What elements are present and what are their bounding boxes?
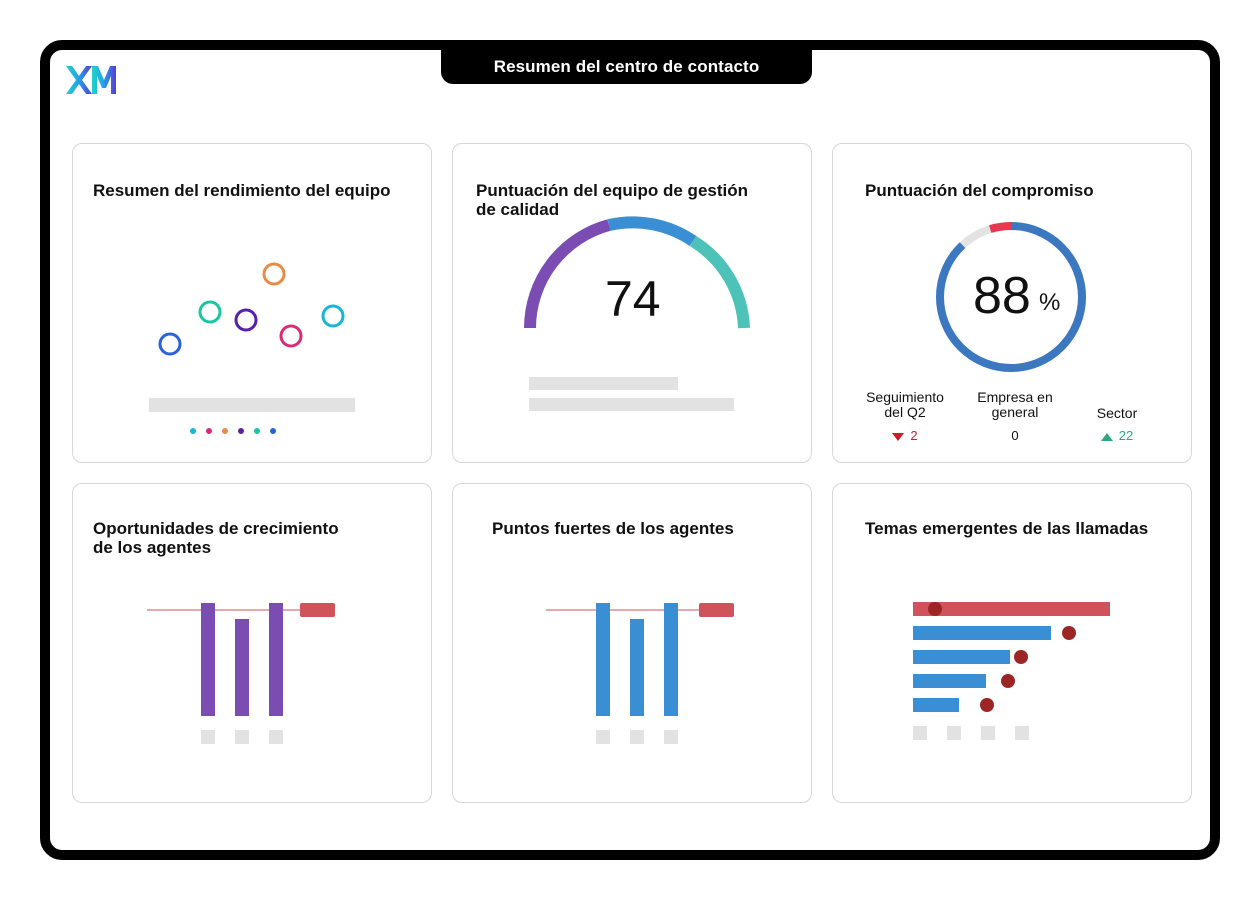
topic-bar — [913, 674, 986, 688]
card-title: Temas emergentes de las llamadas — [865, 519, 1149, 538]
ring-accent — [936, 222, 1086, 372]
axis-placeholder — [1015, 726, 1029, 740]
performance-marker — [279, 324, 303, 348]
performance-marker — [198, 300, 222, 324]
stat-value-company: 0 — [1011, 428, 1019, 443]
strengths-bar-graphic — [546, 603, 734, 744]
legend-dot — [206, 428, 212, 434]
legend-dot — [254, 428, 260, 434]
legend-dot — [190, 428, 196, 434]
bar — [630, 619, 644, 716]
stat-label-sector: Sector — [1096, 405, 1138, 421]
topic-marker — [928, 602, 942, 616]
engagement-value: 88 — [973, 267, 1031, 325]
bar — [201, 603, 215, 716]
quality-score-value: 74 — [605, 271, 661, 327]
trend-up-icon — [1100, 432, 1113, 441]
trend-down-icon — [892, 432, 905, 441]
legend-dot — [238, 428, 244, 434]
growth-bar-graphic — [147, 603, 335, 744]
axis-placeholder — [664, 730, 678, 744]
bar — [664, 603, 678, 716]
legend-dot — [222, 428, 228, 434]
bar — [269, 603, 283, 716]
topic-bar — [913, 602, 1110, 616]
quality-gauge — [524, 216, 750, 411]
target-label — [699, 603, 734, 617]
axis-placeholder — [269, 730, 283, 744]
agent-strengths-card[interactable]: Puntos fuertes de los agentes — [452, 483, 812, 803]
performance-marker — [321, 304, 345, 328]
topic-marker — [1062, 626, 1076, 640]
axis-placeholder — [913, 726, 927, 740]
topic-marker — [1001, 674, 1015, 688]
axis-placeholder — [235, 730, 249, 744]
stat-label-q2: Seguimiento del Q2 — [866, 389, 944, 420]
engagement-card[interactable]: Puntuación del compromiso 88 % Seguimien… — [832, 143, 1192, 463]
card-title-line1: Oportunidades de crecimiento — [93, 519, 339, 538]
topic-marker — [1014, 650, 1028, 664]
emerging-topics-card[interactable]: Temas emergentes de las llamadas — [832, 483, 1192, 803]
xm-logo-icon — [66, 66, 116, 94]
card-title: Puntos fuertes de los agentes — [492, 519, 734, 538]
axis-placeholder — [630, 730, 644, 744]
team-performance-card[interactable]: Resumen del rendimiento del equipo — [72, 143, 432, 463]
performance-marker — [262, 262, 286, 286]
bar — [235, 619, 249, 716]
engagement-unit: % — [1039, 289, 1061, 316]
stat-label-company: Empresa en general — [977, 389, 1053, 420]
engagement-ring — [936, 222, 1086, 372]
quality-score-card[interactable]: Puntuación del equipo de gestión de cali… — [452, 143, 812, 463]
card-title-line1: Puntuación del equipo de gestión — [476, 181, 749, 200]
topic-bar — [913, 698, 959, 712]
emerging-topics-graphic — [913, 602, 1110, 740]
dashboard-title: Resumen del centro de contacto — [441, 50, 812, 84]
placeholder-bar — [529, 377, 678, 390]
axis-placeholder — [201, 730, 215, 744]
placeholder-bar — [149, 398, 355, 412]
target-label — [300, 603, 335, 617]
gauge-segment-purple — [524, 219, 611, 329]
team-performance-graphic — [149, 262, 355, 434]
axis-placeholder — [947, 726, 961, 740]
topic-bar — [913, 650, 1010, 664]
bar — [596, 603, 610, 716]
card-title: Puntuación del compromiso — [865, 181, 1094, 200]
axis-placeholder — [596, 730, 610, 744]
growth-opportunities-card[interactable]: Oportunidades de crecimiento de los agen… — [72, 483, 432, 803]
axis-placeholder — [981, 726, 995, 740]
gauge-segment-blue — [607, 216, 697, 247]
stat-value-sector: 22 — [1085, 428, 1149, 443]
stat-value-q2: 2 — [873, 428, 937, 443]
placeholder-bar — [529, 398, 734, 411]
performance-marker — [234, 308, 258, 332]
performance-marker — [158, 332, 182, 356]
topic-marker — [980, 698, 994, 712]
device-frame: Resumen del centro de contacto Resumen d… — [40, 40, 1220, 860]
card-title-line2: de los agentes — [93, 538, 212, 557]
card-title: Resumen del rendimiento del equipo — [93, 181, 391, 200]
gauge-segment-teal — [689, 235, 750, 329]
topic-bar — [913, 626, 1051, 640]
card-title-line2: de calidad — [476, 200, 560, 219]
legend-dot — [270, 428, 276, 434]
